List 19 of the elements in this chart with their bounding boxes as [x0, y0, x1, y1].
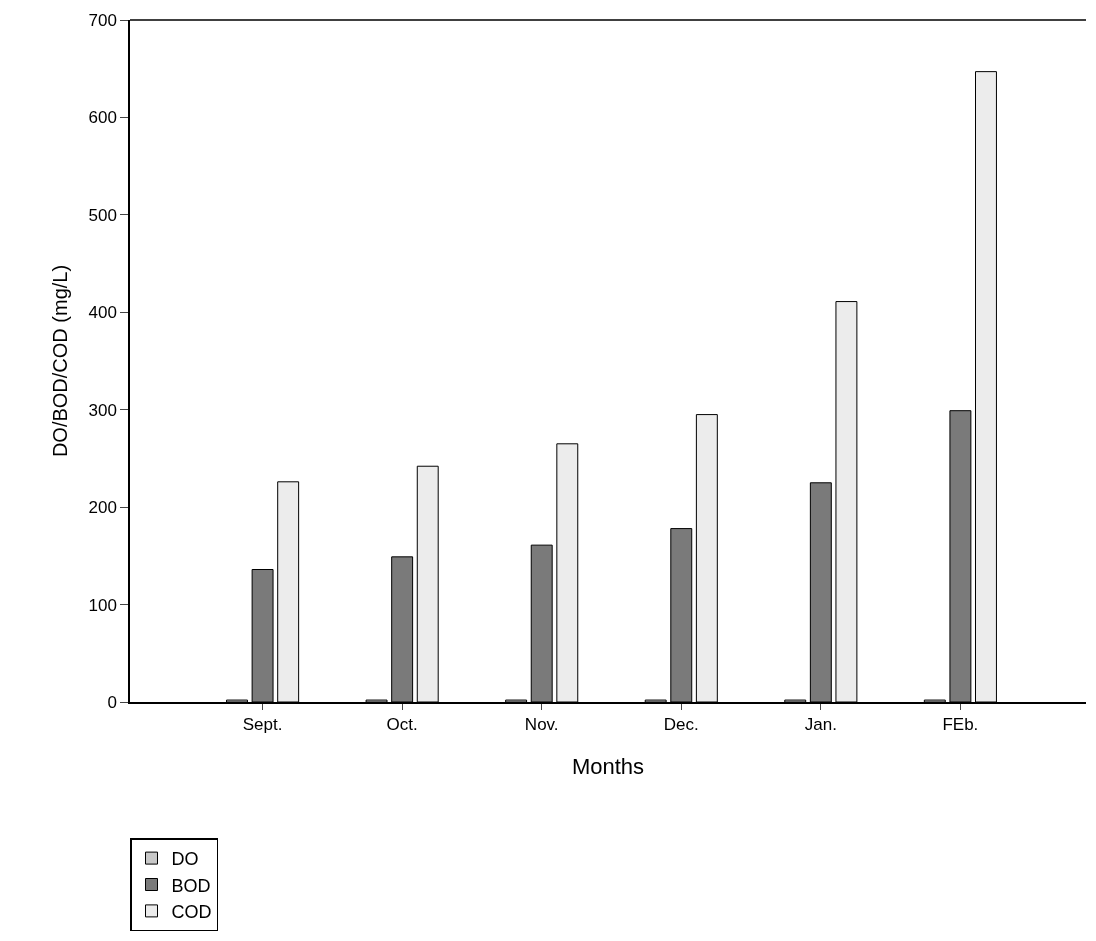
y-tick-label: 700	[88, 10, 117, 30]
y-tick-label: 300	[88, 400, 117, 420]
x-tick-label: Nov.	[524, 715, 559, 735]
y-tick-label: 500	[88, 205, 117, 225]
legend-label: COD	[171, 901, 212, 922]
x-tick-label: Jan.	[804, 715, 837, 735]
x-tick-label: Sept.	[242, 715, 283, 735]
y-tick-label: 200	[88, 498, 117, 518]
y-tick-label: 400	[88, 303, 117, 323]
y-tick-label: 600	[88, 108, 117, 128]
x-tick-label: FEb.	[942, 715, 979, 735]
x-tick-label: Oct.	[386, 715, 418, 735]
x-tick-label: Dec.	[663, 715, 699, 735]
y-tick-label: 100	[88, 595, 117, 615]
y-tick-label: 0	[107, 692, 117, 712]
x-axis-title: Months	[571, 753, 645, 779]
y-axis-title: DO/BOD/COD (mg/L)	[49, 264, 72, 458]
legend-label: DO	[171, 849, 199, 870]
legend-label: BOD	[171, 875, 211, 896]
